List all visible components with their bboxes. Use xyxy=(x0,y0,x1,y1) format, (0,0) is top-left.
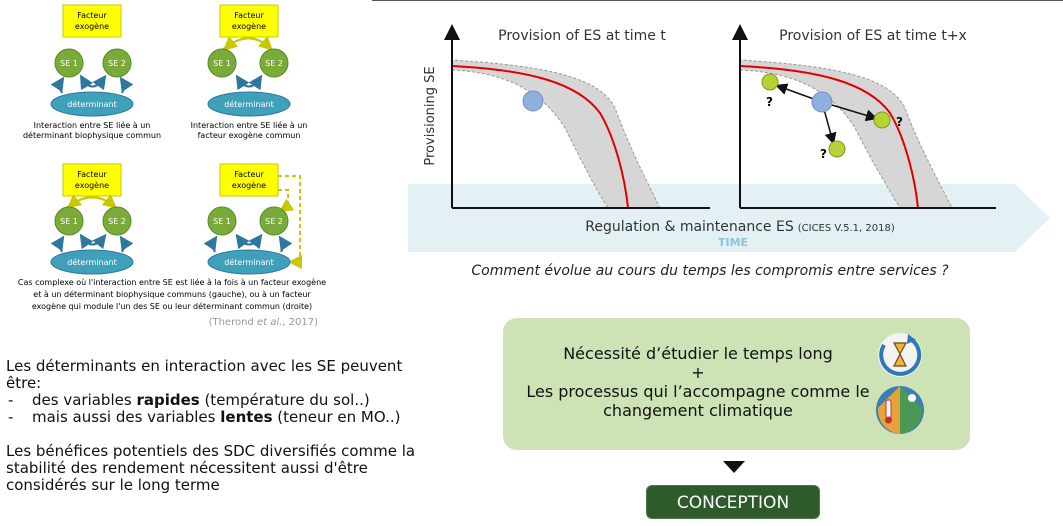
clock-cycle-icon xyxy=(878,333,922,377)
future-point-green xyxy=(828,140,846,158)
svg-text:Facteur: Facteur xyxy=(77,11,107,20)
svg-text:Cas complexe où l'interaction: Cas complexe où l'interaction entre SE e… xyxy=(18,277,326,287)
svg-text:déterminant: déterminant xyxy=(224,99,273,109)
graph-time-t-plus-x: ? ? ? Provision of ES at time t+x xyxy=(732,24,996,209)
state-point-blue xyxy=(522,90,544,112)
exogenous-arrow xyxy=(222,36,271,51)
svg-text:Facteur: Facteur xyxy=(234,170,264,179)
se2-node xyxy=(102,48,132,78)
graphs-caption: Comment évolue au cours du temps les com… xyxy=(471,263,949,279)
svg-text:déterminant: déterminant xyxy=(67,257,116,267)
determinant-node xyxy=(50,249,134,275)
intro-text: Les déterminants en interaction avec les… xyxy=(6,357,403,392)
conception-button[interactable]: CONCEPTION xyxy=(646,485,820,519)
determinant-list: des variables rapides (température du so… xyxy=(6,392,426,427)
interaction-arrow xyxy=(79,74,105,91)
top-divider-line xyxy=(372,0,1063,1)
svg-text:SE 2: SE 2 xyxy=(108,217,126,226)
svg-text:exogène: exogène xyxy=(75,180,109,190)
svg-text:exogène qui module l'un des SE: exogène qui module l'un des SE ou leur d… xyxy=(32,301,312,311)
se2-node xyxy=(259,48,289,78)
svg-text:SE 2: SE 2 xyxy=(265,217,283,226)
svg-text:SE 1: SE 1 xyxy=(60,217,78,226)
svg-text:SE 1: SE 1 xyxy=(213,217,231,226)
citation: (Therond et al., 2017) xyxy=(209,317,319,328)
svg-text:exogène: exogène xyxy=(232,180,266,190)
diagram-determinant-common: Facteur exogène SE 1 SE 2 déterminant In… xyxy=(23,4,161,140)
diagram-exogenous-common: Facteur exogène SE 1 SE 2 déterminant In… xyxy=(191,4,308,140)
determinant-node xyxy=(207,249,291,275)
svg-text:Facteur: Facteur xyxy=(234,11,264,20)
state-point-blue xyxy=(811,91,833,113)
graph-time-t: Provision of ES at time t Provisioning S… xyxy=(423,24,710,209)
question-mark: ? xyxy=(820,147,827,161)
determinant-node xyxy=(207,91,291,117)
svg-text:Facteur: Facteur xyxy=(77,170,107,179)
svg-text:SE 2: SE 2 xyxy=(108,59,126,68)
se1-node xyxy=(207,206,237,236)
x-axis-label: Regulation & maintenance ES (CICES V.5.1,… xyxy=(585,219,895,235)
se2-node xyxy=(259,206,289,236)
svg-text:déterminant biophysique commun: déterminant biophysique commun xyxy=(23,130,161,140)
svg-text:facteur exogène commun: facteur exogène commun xyxy=(198,130,301,140)
graph-title-t-plus-x: Provision of ES at time t+x xyxy=(779,28,967,44)
long-term-text: Les bénéfices potentiels des SDC diversi… xyxy=(6,442,416,494)
long-term-box-text: Nécessité d’étudier le temps long + Les … xyxy=(526,344,870,420)
svg-text:SE 1: SE 1 xyxy=(60,59,78,68)
interaction-arrow xyxy=(235,74,261,91)
provision-graphs: TIME Provision of ES at time t Provision… xyxy=(408,24,1050,252)
determinant-arrow xyxy=(119,76,134,94)
frontier-curve xyxy=(451,65,629,209)
svg-text:Interaction entre SE liée à un: Interaction entre SE liée à un xyxy=(191,120,308,130)
svg-text:exogène: exogène xyxy=(232,21,266,31)
climate-change-globe-icon xyxy=(876,386,924,434)
time-arrow xyxy=(408,184,1050,252)
future-point-green xyxy=(761,73,779,91)
se2-node xyxy=(102,206,132,236)
future-point-green xyxy=(873,111,891,129)
graph-title-t: Provision of ES at time t xyxy=(498,28,666,44)
frontier-curve xyxy=(739,65,919,209)
se1-node xyxy=(54,206,84,236)
question-mark: ? xyxy=(896,115,903,129)
svg-text:SE 2: SE 2 xyxy=(265,59,283,68)
list-item: des variables rapides (température du so… xyxy=(6,392,426,410)
list-item: mais aussi des variables lentes (teneur … xyxy=(6,409,426,427)
diagram-complex-right: Facteur exogène SE 1 SE 2 déterminant xyxy=(203,163,302,275)
se-interaction-diagrams: Facteur exogène SE 1 SE 2 déterminant In… xyxy=(18,4,326,328)
se1-node xyxy=(207,48,237,78)
svg-text:et à un déterminant biophysiqu: et à un déterminant biophysique communs … xyxy=(33,289,311,299)
svg-text:déterminant: déterminant xyxy=(67,99,116,109)
se1-node xyxy=(54,48,84,78)
time-label: TIME xyxy=(718,236,748,249)
diagram-complex-left: Facteur exogène SE 1 SE 2 déterminant xyxy=(50,163,134,275)
question-mark: ? xyxy=(766,95,773,109)
svg-text:déterminant: déterminant xyxy=(224,257,273,267)
determinant-arrow xyxy=(50,76,65,94)
explanatory-text: Les déterminants en interaction avec les… xyxy=(6,358,426,494)
arrow-down-icon xyxy=(723,461,745,473)
svg-text:SE 1: SE 1 xyxy=(213,59,231,68)
svg-text:Interaction entre SE liée à un: Interaction entre SE liée à un xyxy=(34,120,151,130)
y-axis-label: Provisioning SE xyxy=(423,66,438,165)
determinant-node xyxy=(50,91,134,117)
green-box-icons xyxy=(876,333,924,434)
bottom-diagram-caption: Cas complexe où l'interaction entre SE e… xyxy=(18,277,326,311)
svg-text:exogène: exogène xyxy=(75,21,109,31)
